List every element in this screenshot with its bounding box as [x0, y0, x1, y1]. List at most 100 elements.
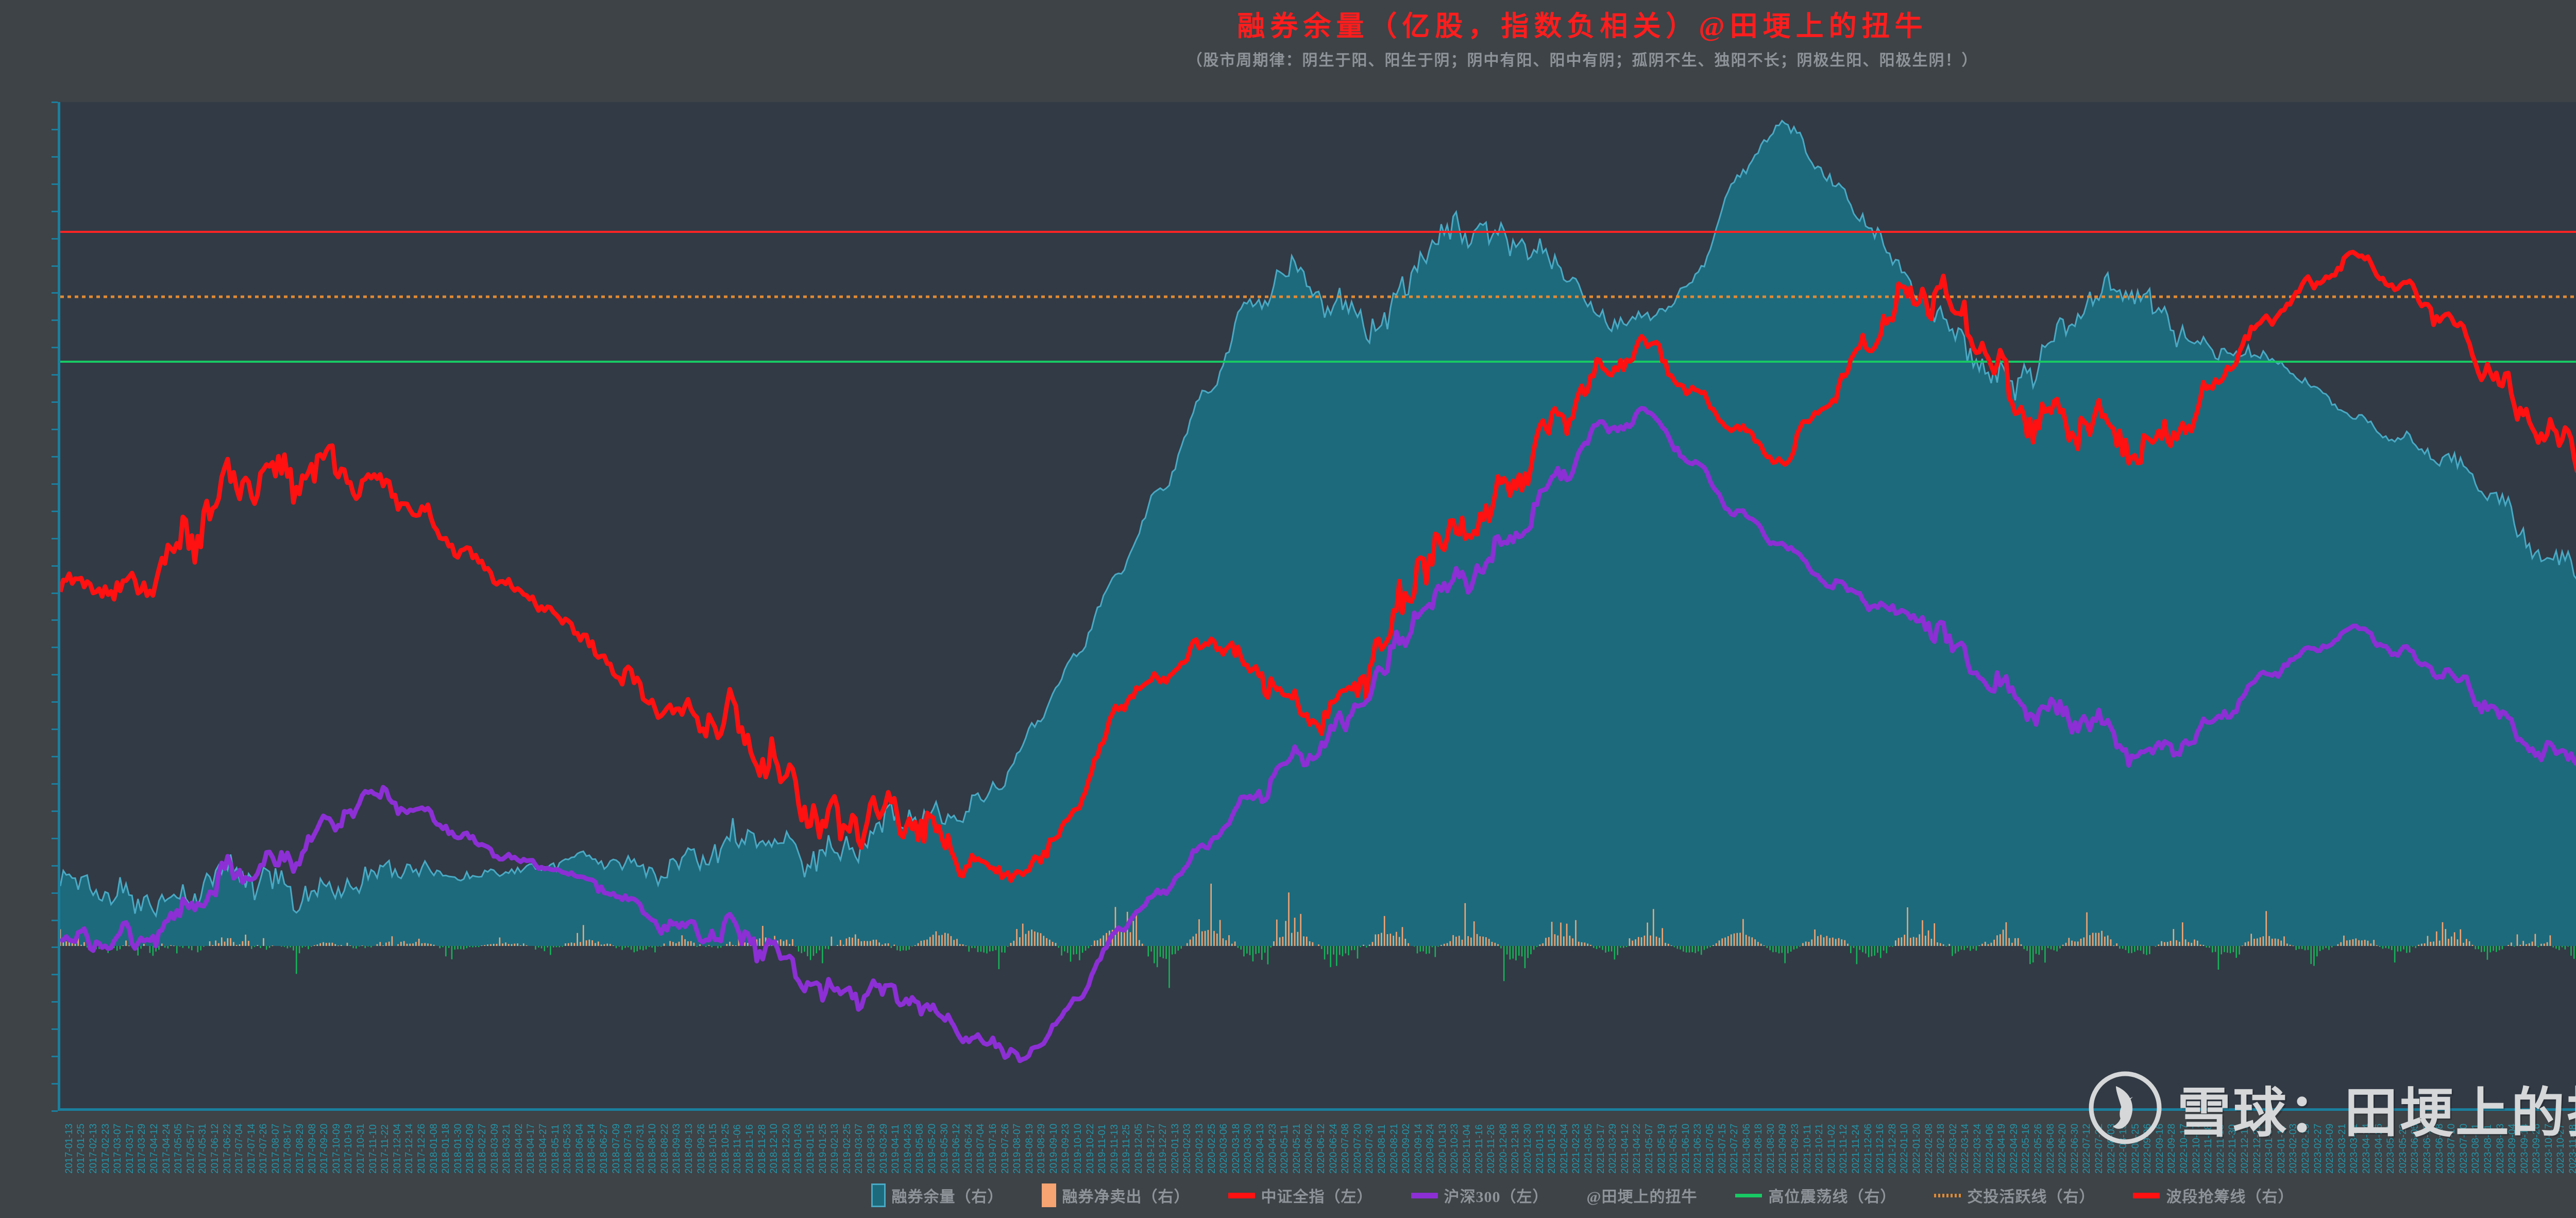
- title-block: 融券余量（亿股，指数负相关）@田埂上的扭牛 （股市周期律：阴生于阳、阳生于阴；阴…: [0, 0, 2576, 90]
- net-sell-bar: [914, 945, 916, 946]
- net-sell-bar: [2259, 937, 2261, 946]
- net-sell-bar: [1046, 938, 1047, 946]
- x-axis-tick: 2019-12-17: [1145, 1123, 1157, 1174]
- net-sell-bar: [1808, 942, 1810, 946]
- x-axis-tick: 2017-02-13: [88, 1123, 99, 1174]
- net-sell-bar: [550, 946, 551, 955]
- x-axis-tick: 2020-03-18: [1230, 1123, 1242, 1174]
- net-sell-bar: [2496, 946, 2497, 952]
- net-sell-bar: [956, 939, 958, 946]
- net-sell-bar: [1383, 916, 1385, 946]
- net-sell-bar: [747, 943, 749, 946]
- net-sell-bar: [998, 946, 1000, 969]
- net-sell-bar: [215, 940, 216, 946]
- x-axis-tick: 2022-02-08: [1923, 1123, 1935, 1174]
- net-sell-bar: [1820, 935, 1822, 946]
- net-sell-bar: [2516, 934, 2518, 946]
- net-sell-bar: [1970, 946, 1971, 951]
- net-sell-bar: [2143, 946, 2145, 954]
- net-sell-bar: [1252, 946, 1254, 961]
- plot-area[interactable]: [58, 102, 2576, 1111]
- x-axis-tick: 2021-03-29: [1607, 1123, 1619, 1174]
- net-sell-bar: [1458, 936, 1460, 946]
- net-sell-bar: [1031, 929, 1032, 946]
- net-sell-bar: [577, 933, 578, 946]
- left-axis-tick-mark: [52, 265, 58, 267]
- net-sell-bar: [1013, 940, 1015, 946]
- left-axis-tick-mark: [52, 783, 58, 785]
- net-sell-bar: [1730, 934, 1732, 946]
- net-sell-bar: [490, 944, 492, 946]
- net-sell-bar: [1096, 940, 1098, 946]
- legend-net-sell[interactable]: 融券净卖出（右）: [1041, 1183, 1190, 1207]
- page-subtitle: （股市周期律：阴生于阳、阳生于阴；阴中有阳、阳中有阴；孤阴不生、独阳不长；阴极生…: [1187, 52, 1978, 70]
- legend-author[interactable]: @田埂上的扭牛: [1587, 1184, 1698, 1207]
- net-sell-bar: [1132, 921, 1134, 946]
- left-axis-tick-mark: [52, 919, 58, 921]
- legend-label: 中证全指（左）: [1261, 1189, 1373, 1206]
- net-sell-bar: [2170, 941, 2172, 946]
- net-sell-bar: [2376, 945, 2378, 946]
- net-sell-bar: [2059, 946, 2061, 949]
- net-sell-bar: [2466, 939, 2467, 946]
- net-sell-bar: [2340, 942, 2342, 946]
- net-sell-bar: [1575, 920, 1577, 946]
- x-axis-tick: 2021-09-09: [1777, 1123, 1789, 1174]
- net-sell-bar: [1796, 946, 1798, 949]
- net-sell-bar: [2295, 946, 2297, 950]
- x-axis-tick: 2017-05-31: [197, 1123, 209, 1174]
- net-sell-bar: [382, 945, 384, 946]
- net-sell-bar: [1578, 941, 1580, 946]
- legend-label: @田埂上的扭牛: [1586, 1189, 1698, 1206]
- legend-swing-grab[interactable]: 波段抢筹线（右）: [2133, 1184, 2294, 1207]
- net-sell-bar: [2531, 941, 2533, 946]
- x-axis-tick: 2021-12-16: [1875, 1123, 1886, 1174]
- x-axis-tick: 2022-06-08: [2045, 1123, 2056, 1174]
- net-sell-bar: [1094, 940, 1095, 946]
- legend-active-trading[interactable]: 交投活跃线（右）: [1934, 1184, 2095, 1207]
- x-axis-tick: 2022-12-12: [2240, 1123, 2251, 1174]
- net-sell-bar: [341, 945, 342, 946]
- x-axis-tick: 2022-08-03: [2106, 1123, 2117, 1174]
- x-axis-tick: 2017-10-19: [343, 1123, 354, 1174]
- net-sell-bar: [986, 946, 988, 954]
- net-sell-bar: [2313, 946, 2315, 966]
- net-sell-bar: [2083, 937, 2085, 946]
- net-sell-bar: [113, 946, 115, 948]
- net-sell-bar: [2549, 935, 2551, 946]
- x-axis-tick: 2018-04-17: [526, 1123, 537, 1174]
- net-sell-bar: [1150, 946, 1152, 952]
- net-sell-bar: [2475, 946, 2477, 950]
- net-sell-bar: [2391, 946, 2393, 950]
- x-axis-tick: 2023-02-27: [2312, 1123, 2324, 1174]
- x-axis-tick: 2018-02-27: [477, 1123, 488, 1174]
- net-sell-bar: [1886, 946, 1888, 954]
- net-sell-bar: [1058, 946, 1060, 948]
- net-sell-bar: [995, 946, 997, 951]
- x-axis-tick: 2019-06-24: [963, 1123, 974, 1174]
- x-axis-tick: 2018-05-23: [562, 1123, 573, 1174]
- legend-high-oscillation[interactable]: 高位震荡线（右）: [1735, 1184, 1896, 1207]
- net-sell-bar: [505, 942, 506, 946]
- net-sell-bar: [2298, 946, 2300, 949]
- net-sell-bar: [1324, 946, 1326, 960]
- net-sell-bar: [870, 941, 871, 946]
- net-sell-bar: [523, 943, 524, 946]
- net-sell-bar: [1228, 935, 1230, 946]
- legend-csi-all[interactable]: 中证全指（左）: [1228, 1184, 1373, 1207]
- net-sell-bar: [1889, 946, 1890, 947]
- net-sell-bar: [1620, 946, 1621, 948]
- net-sell-bar: [1904, 935, 1905, 946]
- legend-rongquan-balance[interactable]: 融券余量（右）: [871, 1183, 1004, 1207]
- net-sell-bar: [1835, 939, 1837, 946]
- x-axis-tick: 2022-08-25: [2130, 1123, 2141, 1174]
- net-sell-bar: [1121, 928, 1122, 946]
- net-sell-bar: [1389, 934, 1392, 946]
- net-sell-bar: [989, 946, 991, 952]
- net-sell-bar: [1895, 940, 1896, 946]
- net-sell-bar: [926, 939, 928, 946]
- left-axis-tick-mark: [52, 865, 58, 867]
- net-sell-bar: [1485, 937, 1487, 946]
- legend-hs300[interactable]: 沪深300（左）: [1411, 1184, 1549, 1207]
- net-sell-bar: [2041, 946, 2043, 951]
